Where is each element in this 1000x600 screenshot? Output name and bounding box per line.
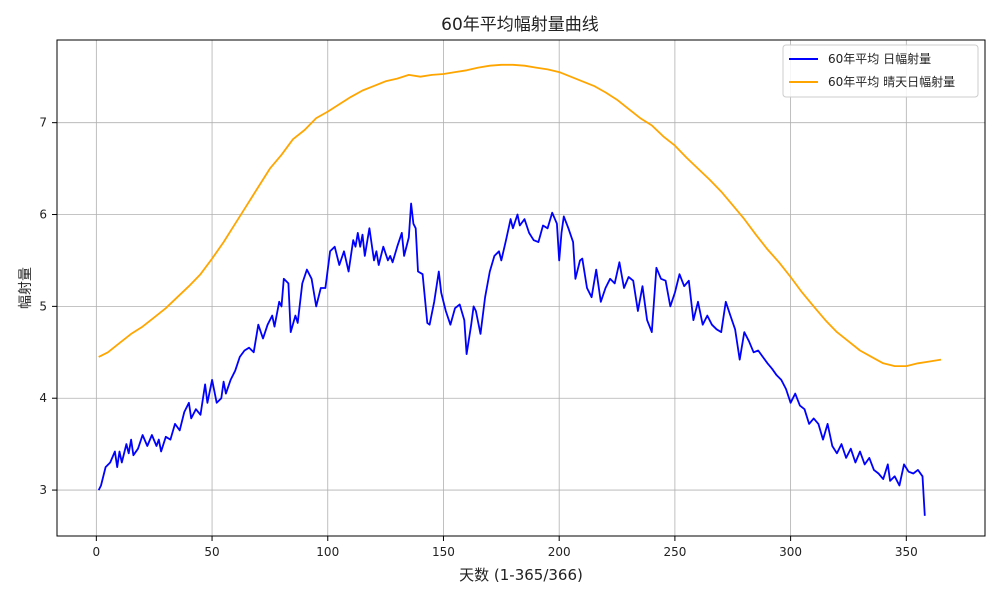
x-tick-label: 50 (204, 545, 219, 559)
legend-box (782, 44, 979, 98)
x-axis-ticks: 0 50 100 150 200 250 300 350 (93, 536, 918, 559)
clear-sky-radiation-line (98, 63, 942, 368)
x-tick-label: 200 (548, 545, 571, 559)
y-tick-label: 6 (39, 208, 47, 222)
y-tick-label: 3 (39, 483, 47, 497)
x-tick-label: 350 (895, 545, 918, 559)
chart-title: 60年平均幅射量曲线 (441, 15, 599, 35)
grid (57, 40, 985, 536)
x-axis-label: 天数 (1-365/366) (459, 566, 583, 584)
legend: 60年平均 日幅射量 60年平均 晴天日幅射量 (782, 44, 979, 98)
daily-radiation-line (97, 202, 926, 516)
legend-label-clear-sky: 60年平均 晴天日幅射量 (828, 74, 955, 89)
x-tick-label: 150 (432, 545, 455, 559)
x-tick-label: 300 (779, 545, 802, 559)
series-lines (97, 63, 942, 516)
y-axis-ticks: 3 4 5 6 7 (39, 116, 57, 497)
x-tick-label: 100 (316, 545, 339, 559)
y-axis-label: 幅射量 (18, 267, 34, 309)
x-tick-label: 0 (93, 545, 101, 559)
legend-label-daily: 60年平均 日幅射量 (828, 51, 931, 66)
y-tick-label: 7 (39, 116, 47, 130)
y-tick-label: 5 (39, 299, 47, 313)
x-tick-label: 250 (663, 545, 686, 559)
y-tick-label: 4 (39, 391, 47, 405)
plot-frame (56, 39, 986, 537)
